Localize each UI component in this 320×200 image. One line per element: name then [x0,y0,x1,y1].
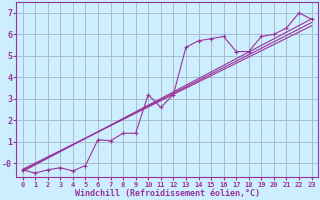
X-axis label: Windchill (Refroidissement éolien,°C): Windchill (Refroidissement éolien,°C) [75,189,260,198]
